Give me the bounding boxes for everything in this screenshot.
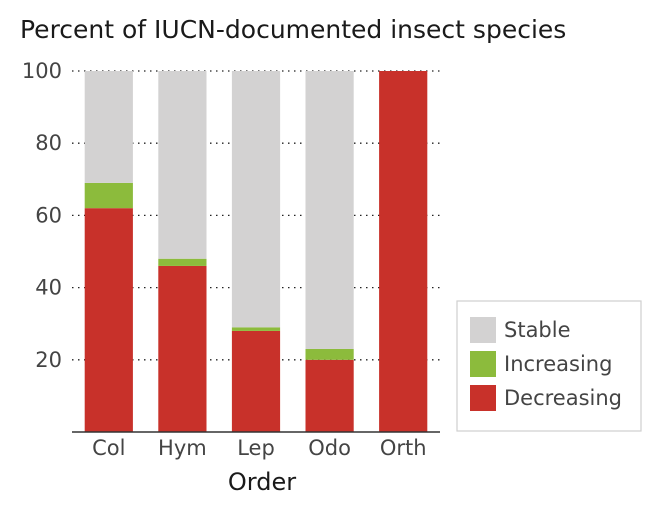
x-tick-label: Orth <box>380 436 427 460</box>
bar-increasing-hym <box>158 258 207 266</box>
x-tick-label: Col <box>92 436 125 460</box>
legend-swatch-decreasing <box>470 385 496 411</box>
x-tick-label: Hym <box>158 436 207 460</box>
y-tick-label: 80 <box>35 131 62 155</box>
legend: Stable Increasing Decreasing <box>456 300 642 432</box>
legend-label-increasing: Increasing <box>504 352 612 376</box>
y-tick-label: 20 <box>35 348 62 372</box>
gridlines <box>72 70 440 361</box>
legend-swatch-increasing <box>470 351 496 377</box>
chart-title: Percent of IUCN-documented insect specie… <box>20 15 566 44</box>
bar-stable-lep <box>231 71 281 328</box>
bar-decreasing-lep <box>231 330 281 432</box>
bar-decreasing-orth <box>379 71 428 432</box>
x-axis-ticks: Col Hym Lep Odo Orth <box>92 436 426 460</box>
bar-decreasing-hym <box>158 265 207 432</box>
legend-swatch-stable <box>470 317 496 343</box>
x-tick-label: Odo <box>308 436 351 460</box>
bar-decreasing-odo <box>305 359 354 432</box>
x-tick-label: Lep <box>237 436 275 460</box>
legend-label-decreasing: Decreasing <box>504 386 622 410</box>
bars <box>84 71 428 432</box>
bar-increasing-col <box>84 182 133 209</box>
bar-stable-col <box>84 71 133 183</box>
y-tick-label: 100 <box>22 59 62 83</box>
bar-increasing-lep <box>231 327 281 331</box>
legend-label-stable: Stable <box>504 318 571 342</box>
y-tick-label: 60 <box>35 203 62 227</box>
bar-decreasing-col <box>84 208 133 432</box>
y-tick-label: 40 <box>35 276 62 300</box>
x-axis-label: Order <box>228 468 296 496</box>
bar-stable-hym <box>158 71 207 259</box>
bar-stable-odo <box>305 71 354 349</box>
y-axis-ticks: 20 40 60 80 100 <box>22 59 62 372</box>
bar-increasing-odo <box>305 348 354 360</box>
